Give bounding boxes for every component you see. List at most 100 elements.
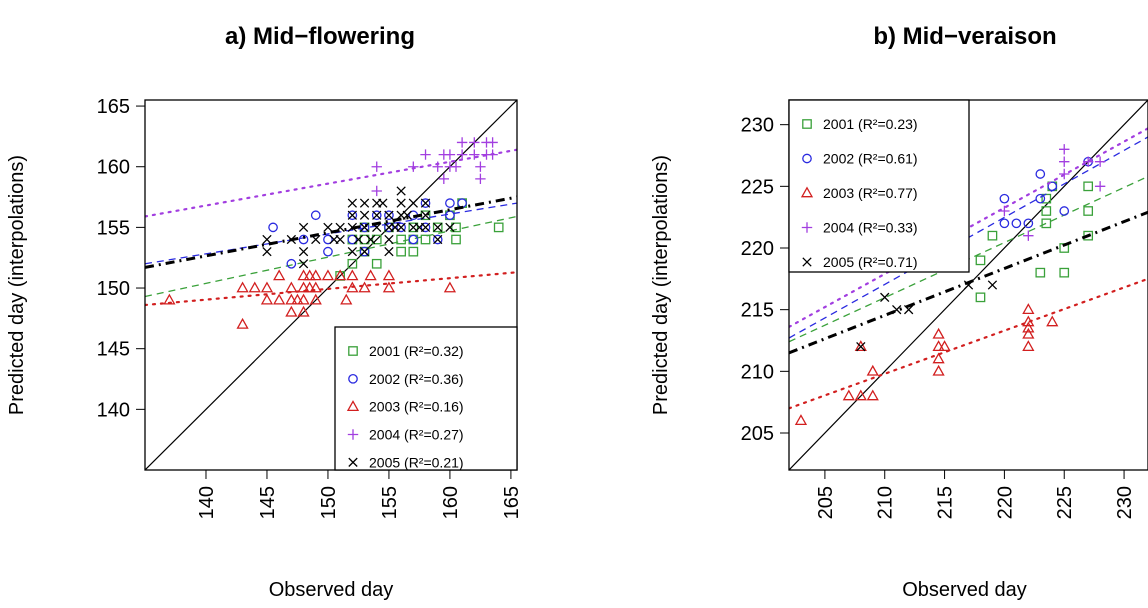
data-point <box>443 281 457 293</box>
panel-mid-flowering: a) Mid−flowering Observed day Predicted da… <box>6 23 523 601</box>
data-point <box>1059 267 1070 278</box>
data-point <box>359 222 370 233</box>
data-point <box>975 292 986 303</box>
data-point <box>384 222 394 233</box>
data-point <box>1083 181 1094 192</box>
data-point <box>285 305 298 317</box>
data-point <box>1022 340 1035 352</box>
y-axis-label: Predicted day (interpolations) <box>650 155 672 415</box>
data-point <box>866 389 879 401</box>
y-axis-label: Predicted day (interpolations) <box>6 155 28 415</box>
data-point <box>396 234 406 245</box>
legend-entry: 2002 (R²=0.36) <box>369 371 464 387</box>
data-point <box>298 222 309 233</box>
data-point <box>285 293 298 305</box>
data-point <box>396 222 406 233</box>
data-point <box>1035 193 1046 204</box>
data-point <box>371 161 382 172</box>
series-2005 <box>145 186 517 269</box>
data-point <box>303 281 316 293</box>
data-point <box>866 364 879 376</box>
panel-mid-veraison: b) Mid−veraison Observed day Predicted day… <box>650 23 1148 601</box>
data-point <box>987 280 998 290</box>
data-point <box>1083 230 1094 241</box>
data-point <box>371 258 382 269</box>
data-point <box>1022 321 1035 333</box>
x-tick-label: 215 <box>935 486 957 519</box>
x-tick-label: 140 <box>196 486 218 519</box>
data-point <box>309 269 322 281</box>
y-tick-label: 145 <box>97 339 130 361</box>
data-point <box>445 198 455 208</box>
data-point <box>1022 327 1035 339</box>
y-tick-label: 140 <box>97 399 130 421</box>
regression-line <box>789 277 1148 410</box>
data-point <box>450 161 462 172</box>
legend-marker <box>348 346 358 356</box>
data-point <box>359 198 370 208</box>
data-point <box>396 222 406 233</box>
data-point <box>932 364 945 376</box>
data-point <box>372 210 382 220</box>
regression-line <box>145 195 517 269</box>
data-point <box>451 222 461 233</box>
data-point <box>262 246 272 257</box>
data-point <box>487 137 498 148</box>
data-point <box>297 293 310 305</box>
data-point <box>340 293 353 305</box>
data-point <box>1083 206 1094 216</box>
data-point <box>445 210 455 221</box>
data-point <box>260 281 274 293</box>
data-point <box>359 246 370 257</box>
y-tick-label: 210 <box>741 361 774 383</box>
data-point <box>433 234 443 245</box>
legend-marker <box>346 400 360 412</box>
data-point <box>384 234 394 245</box>
data-point <box>298 246 309 257</box>
data-point <box>359 210 370 220</box>
y-tick-label: 215 <box>741 300 774 322</box>
data-point <box>378 198 388 208</box>
data-point <box>291 293 304 305</box>
data-point <box>347 210 358 220</box>
data-point <box>347 234 358 245</box>
data-point <box>1059 206 1070 216</box>
data-point <box>347 210 358 221</box>
data-point <box>310 210 321 221</box>
data-point <box>932 352 945 364</box>
data-point <box>475 173 486 185</box>
data-point <box>384 210 394 221</box>
x-tick-label: 155 <box>379 486 401 519</box>
data-point <box>1011 218 1022 229</box>
data-point <box>396 246 406 257</box>
data-point <box>469 137 480 148</box>
legend-marker <box>802 119 812 129</box>
data-point <box>248 281 261 293</box>
data-point <box>347 246 358 257</box>
data-point <box>382 269 396 281</box>
data-point <box>987 230 998 241</box>
legend-marker <box>802 153 812 164</box>
data-point <box>408 198 418 208</box>
chart-title: b) Mid−veraison <box>873 23 1056 50</box>
data-point <box>364 269 377 281</box>
y-tick-label: 165 <box>97 96 130 118</box>
regression-line <box>145 271 517 307</box>
data-point <box>408 161 419 172</box>
data-point <box>382 281 396 293</box>
data-point <box>432 234 443 245</box>
y-tick-label: 160 <box>97 157 130 179</box>
data-point <box>1035 169 1046 179</box>
one-to-one-line <box>145 100 517 470</box>
data-point <box>371 210 382 221</box>
data-point <box>384 210 394 220</box>
legend-marker <box>801 222 813 233</box>
data-point <box>1041 206 1052 216</box>
data-point <box>359 246 370 257</box>
data-point <box>904 305 914 315</box>
data-point <box>273 269 286 281</box>
data-point <box>456 137 468 148</box>
x-tick-label: 230 <box>1114 486 1136 519</box>
y-tick-label: 205 <box>741 423 774 445</box>
data-point <box>408 246 419 257</box>
